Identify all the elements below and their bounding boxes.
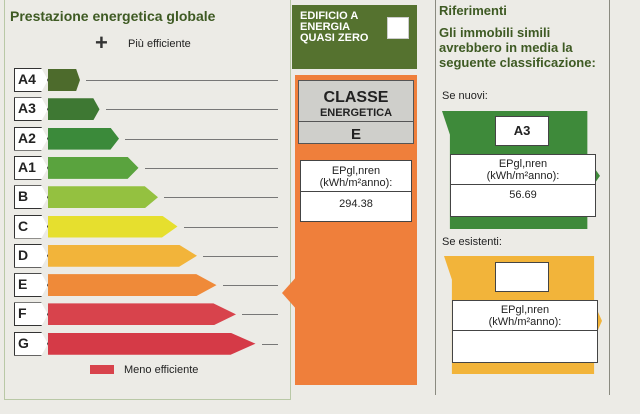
less-efficient-label: Meno efficiente <box>124 364 199 376</box>
class-leader-line <box>222 285 278 287</box>
class-leader-line <box>203 255 278 257</box>
class-bar <box>48 274 217 297</box>
class-bar <box>48 332 256 355</box>
class-label: A3 <box>14 97 48 122</box>
class-label: C <box>14 214 48 239</box>
class-label: A1 <box>14 155 48 180</box>
existing-ep-unit: (kWh/m²anno): <box>453 316 597 331</box>
nzeb-checkbox[interactable] <box>387 17 409 39</box>
class-bar <box>48 156 139 179</box>
class-bar <box>48 127 119 150</box>
existing-ep-label: EPgl,nren <box>500 304 550 316</box>
class-label: D <box>14 243 48 268</box>
class-leader-line <box>183 226 278 228</box>
ep-label: EPgl,nren <box>331 165 381 177</box>
class-leader-line <box>125 138 278 140</box>
less-efficient-swatch <box>90 365 114 374</box>
class-bar <box>48 244 197 267</box>
nzeb-box: EDIFICIO A ENERGIA QUASI ZERO <box>292 5 417 69</box>
new-ep-value: 56.69 <box>509 189 537 201</box>
more-efficient-label: Più efficiente <box>128 38 191 50</box>
class-bar <box>48 98 100 121</box>
class-label: E <box>14 273 48 298</box>
new-ep-box: EPgl,nren (kWh/m²anno): 56.69 <box>450 154 596 217</box>
class-label: G <box>14 331 48 356</box>
new-label: Se nuovi: <box>442 90 488 102</box>
nzeb-label: EDIFICIO A ENERGIA QUASI ZERO <box>300 10 369 44</box>
class-label: A4 <box>14 68 48 92</box>
ep-box: EPgl,nren (kWh/m²anno): 294.38 <box>300 160 412 222</box>
references-title: Riferimenti <box>439 3 507 18</box>
class-leader-line <box>105 109 278 111</box>
class-leader-line <box>261 343 278 345</box>
section-title: Prestazione energetica globale <box>10 8 216 24</box>
class-leader-line <box>86 80 278 81</box>
current-class-value: E <box>350 126 361 143</box>
ep-unit: (kWh/m²anno): <box>301 177 411 192</box>
class-bar <box>48 215 178 238</box>
class-label: B <box>14 185 48 210</box>
class-label: A2 <box>14 126 48 151</box>
new-ep-label: EPgl,nren <box>498 158 548 170</box>
ep-value: 294.38 <box>339 198 373 210</box>
new-ep-unit: (kWh/m²anno): <box>451 170 595 185</box>
existing-label: Se esistenti: <box>442 236 502 248</box>
current-class-column: CLASSE ENERGETICA E EPgl,nren (kWh/m²ann… <box>295 75 417 385</box>
class-leader-line <box>144 167 278 169</box>
class-subheader: ENERGETICA <box>299 107 413 122</box>
new-class-value: A3 <box>495 116 549 146</box>
plus-icon: + <box>95 30 108 55</box>
left-panel-border <box>4 0 291 400</box>
class-leader-line <box>242 314 278 316</box>
class-box: CLASSE ENERGETICA E <box>298 80 414 144</box>
references-intro: Gli immobili simili avrebbero in media l… <box>439 25 596 70</box>
class-bar <box>48 186 158 209</box>
existing-class-value <box>495 262 549 292</box>
class-bar <box>48 69 80 91</box>
existing-ep-box: EPgl,nren (kWh/m²anno): <box>452 300 598 363</box>
class-bar <box>48 303 236 326</box>
references-panel: Riferimenti Gli immobili simili avrebber… <box>435 0 610 395</box>
class-label: F <box>14 302 48 327</box>
class-leader-line <box>164 197 278 199</box>
class-header: CLASSE <box>323 89 389 106</box>
